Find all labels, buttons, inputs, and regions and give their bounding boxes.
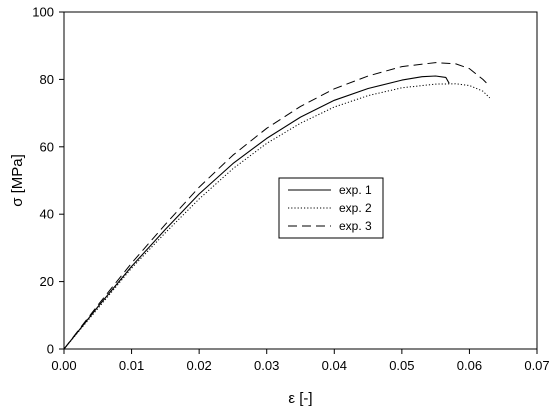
y-tick-label: 40: [40, 207, 54, 222]
plot-frame: [63, 11, 538, 350]
x-axis-title: ε [-]: [288, 390, 312, 407]
legend-box: [278, 177, 384, 239]
series-line-3: [63, 62, 491, 350]
x-tick-label: 0.05: [389, 358, 414, 373]
x-tick-label: 0.06: [457, 358, 482, 373]
legend: exp. 1 exp. 2 exp. 3: [278, 177, 384, 239]
x-tick-label: 0.04: [322, 358, 347, 373]
y-tick-label: 60: [40, 139, 54, 154]
x-tick-label: 0.07: [524, 358, 549, 373]
series-line-2: [63, 83, 491, 350]
y-tick-label: 0: [47, 342, 54, 357]
y-tick-label: 100: [32, 5, 54, 20]
legend-label-1: exp. 1: [339, 183, 372, 197]
x-tick-label: 0.01: [119, 358, 144, 373]
plot-area: 0.00 0.01 0.02 0.03 0.04 0.05 0.06 0.07 0 20 40 60 8…: [32, 5, 549, 374]
legend-label-2: exp. 2: [339, 201, 372, 215]
x-tick-label: 0.02: [186, 358, 211, 373]
x-tick-label: 0.00: [51, 358, 76, 373]
x-tick-label: 0.03: [254, 358, 279, 373]
y-tick-label: 80: [40, 72, 54, 87]
y-tick-label: 20: [40, 274, 54, 289]
series-line-1: [63, 75, 450, 350]
legend-label-3: exp. 3: [339, 219, 372, 233]
y-axis-title: σ [MPa]: [9, 154, 26, 207]
